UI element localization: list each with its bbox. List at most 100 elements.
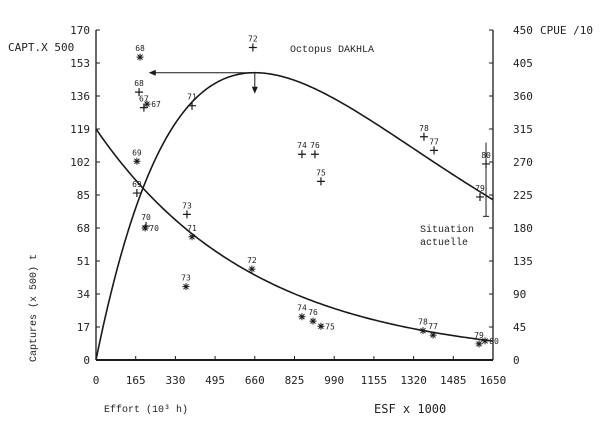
- point-label: 68: [134, 79, 144, 88]
- y-left-tick-label: 34: [77, 288, 91, 301]
- y-right-tick-label: 450: [513, 24, 533, 37]
- arrowhead-left-icon: [148, 69, 156, 76]
- star-marker: [309, 317, 317, 325]
- x-tick-label: 0: [93, 374, 100, 387]
- plus-marker: [482, 159, 491, 168]
- y-left-tick-label: 136: [70, 90, 90, 103]
- point-label: 79: [475, 184, 485, 193]
- x-tick-label: 1155: [361, 374, 388, 387]
- y-left-tick-label: 68: [77, 222, 90, 235]
- point-label: 76: [310, 141, 320, 150]
- x-tick-label: 495: [205, 374, 225, 387]
- x-tick-label: 330: [165, 374, 185, 387]
- plus-marker: [316, 177, 325, 186]
- star-marker: [133, 157, 141, 165]
- y-left-tick-label: 102: [70, 156, 90, 169]
- star-marker: [182, 283, 190, 291]
- point-label: 74: [297, 304, 307, 313]
- plus-marker: [182, 210, 191, 219]
- x-tick-label: 1320: [400, 374, 427, 387]
- star-marker: [481, 337, 489, 345]
- x-tick-label: 1485: [440, 374, 467, 387]
- point-label: 78: [418, 318, 428, 327]
- plus-marker: [310, 150, 319, 159]
- x-label-secondary: ESF x 1000: [374, 402, 446, 416]
- y-left-tick-label: 0: [83, 354, 90, 367]
- point-label: 69: [132, 148, 142, 157]
- point-label: 67: [139, 95, 149, 104]
- x-tick-label: 1650: [480, 374, 507, 387]
- point-label: 79: [474, 331, 484, 340]
- plus-marker: [476, 192, 485, 201]
- plus-marker: [188, 101, 197, 110]
- y-left-tick-label: 153: [70, 57, 90, 70]
- annotation-line-1: Situation: [420, 224, 474, 236]
- star-marker: [419, 327, 427, 335]
- star-marker: [141, 224, 149, 232]
- point-label: 77: [429, 137, 439, 146]
- point-label: 73: [182, 201, 192, 210]
- plus-marker: [419, 132, 428, 141]
- curves: [95, 69, 494, 361]
- point-label: 80: [489, 337, 499, 346]
- catch-curve: [95, 71, 494, 361]
- star-marker: [143, 100, 151, 108]
- point-label: 75: [325, 322, 335, 331]
- point-label: 68: [135, 44, 145, 53]
- chart-title: Octopus DAKHLA: [290, 45, 374, 56]
- x-tick-label: 660: [245, 374, 265, 387]
- arrowhead-down-icon: [251, 86, 258, 94]
- point-label: 72: [247, 256, 257, 265]
- point-label: 67: [151, 100, 161, 109]
- y-left-tick-label: 51: [77, 255, 90, 268]
- point-label: 76: [308, 308, 318, 317]
- point-label: 80: [481, 151, 491, 160]
- y-left-tick-label: 170: [70, 24, 90, 37]
- y-left-label: Captures (x 500) t: [28, 254, 40, 362]
- point-label: 78: [419, 124, 429, 133]
- axes: 0 165 330 495 660 825 990 1155 1320 1485 1650 0 17 34…: [70, 24, 533, 387]
- point-label: 77: [428, 322, 438, 331]
- y-right-tick-label: 405: [513, 57, 533, 70]
- point-label: 72: [248, 34, 258, 43]
- x-label: Effort (10³ h): [104, 404, 188, 416]
- y-right-tick-label: 135: [513, 255, 533, 268]
- plus-marker: [430, 146, 439, 155]
- y-left-tick-label: 85: [77, 189, 90, 202]
- y-right-label: CPUE /10: [540, 24, 593, 37]
- plus-marker: [297, 150, 306, 159]
- point-label: 71: [187, 93, 197, 102]
- star-marker: [136, 53, 144, 61]
- annotation-line-2: actuelle: [420, 237, 468, 249]
- y-left-tick-label: 17: [77, 321, 90, 334]
- y-right-tick-label: 360: [513, 90, 533, 103]
- point-label: 74: [297, 141, 307, 150]
- plus-marker: [135, 88, 144, 97]
- y-right-tick-label: 90: [513, 288, 526, 301]
- point-label: 75: [316, 168, 326, 177]
- star-marker: [188, 233, 196, 241]
- point-label: 69: [132, 180, 142, 189]
- y-right-tick-label: 270: [513, 156, 533, 169]
- star-marker: [298, 313, 306, 321]
- y-right-tick-label: 225: [513, 189, 533, 202]
- y-right-tick-label: 180: [513, 222, 533, 235]
- x-tick-label: 165: [126, 374, 146, 387]
- star-marker: [317, 322, 325, 330]
- plus-marker: [139, 103, 148, 112]
- point-label: 70: [141, 213, 151, 222]
- cpue-curve: [95, 128, 494, 342]
- plus-marker: [248, 43, 257, 52]
- y-left-tick-label: 119: [70, 123, 90, 136]
- y-right-tick-label: 315: [513, 123, 533, 136]
- star-marker: [475, 340, 483, 348]
- x-tick-label: 990: [324, 374, 344, 387]
- star-marker: [429, 331, 437, 339]
- point-label: 70: [149, 224, 159, 233]
- y-right-tick-label: 45: [513, 321, 526, 334]
- x-tick-label: 825: [285, 374, 305, 387]
- y-left-top-label: CAPT.X 500: [8, 41, 74, 54]
- star-marker: [248, 265, 256, 273]
